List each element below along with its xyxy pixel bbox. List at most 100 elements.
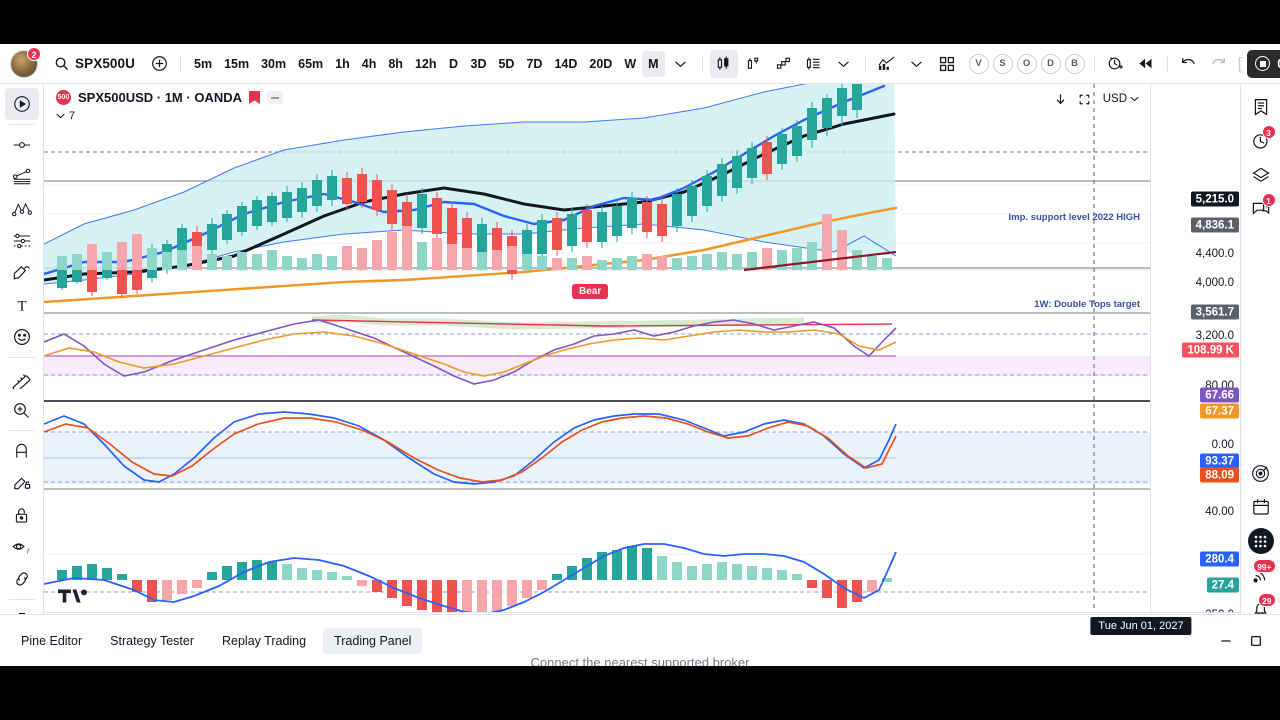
panel-tab-trading-panel[interactable]: Trading Panel bbox=[323, 627, 423, 654]
symbol-search-button[interactable]: SPX500U bbox=[46, 50, 143, 78]
price-axis-value-tag: 4,836.1 bbox=[1190, 217, 1239, 233]
timeframe-button-5d[interactable]: 5D bbox=[498, 56, 515, 71]
timeframe-button-4h[interactable]: 4h bbox=[361, 56, 377, 71]
add-symbol-button[interactable] bbox=[145, 50, 173, 78]
lock-icon[interactable] bbox=[5, 499, 39, 531]
timeframe-group: 5m 15m 30m 65m 1h 4h 8h 12h D 3D 5D 7D 14D 20D W M bbox=[188, 50, 665, 77]
indicators-icon bbox=[877, 55, 896, 72]
ideas-compass-icon[interactable] bbox=[1245, 456, 1277, 490]
minimize-panel-button[interactable] bbox=[1212, 627, 1240, 655]
timeframe-button-7d[interactable]: 7D bbox=[526, 56, 543, 71]
timeframe-button-3d[interactable]: 3D bbox=[470, 56, 487, 71]
magnet-icon[interactable] bbox=[5, 435, 39, 467]
layout-button-s[interactable]: S bbox=[992, 53, 1013, 74]
gann-box-icon[interactable] bbox=[5, 225, 39, 257]
toolbar-divider bbox=[180, 54, 181, 73]
timeframe-button-m[interactable]: M bbox=[642, 50, 665, 77]
bracket-glyph: [ bbox=[1237, 53, 1243, 73]
text-icon[interactable]: T bbox=[5, 289, 39, 321]
timeframe-button-d[interactable]: D bbox=[448, 56, 459, 71]
chevron-down-icon bbox=[1130, 96, 1139, 102]
price-axis-label: 0.00 bbox=[1211, 439, 1234, 451]
legend-collapse-icon[interactable] bbox=[266, 91, 283, 104]
search-icon bbox=[54, 56, 69, 71]
svg-text:T: T bbox=[17, 299, 26, 315]
chart-type-more-button[interactable] bbox=[830, 50, 858, 78]
price-axis-value-tag: 93.37 bbox=[1200, 453, 1239, 469]
link-icon[interactable] bbox=[5, 563, 39, 595]
drawing-mode-icon[interactable] bbox=[5, 467, 39, 499]
avatar-badge: 2 bbox=[27, 46, 41, 61]
trend-line-icon[interactable] bbox=[5, 129, 39, 161]
candlestick-icon bbox=[715, 55, 732, 72]
zoom-in-icon[interactable] bbox=[5, 394, 39, 426]
calendar-icon[interactable] bbox=[1245, 490, 1277, 524]
chart-type-bars-button[interactable] bbox=[740, 50, 768, 78]
maximize-panel-button[interactable] bbox=[1242, 627, 1270, 655]
reset-chart-button[interactable] bbox=[1074, 88, 1096, 110]
toolbar-divider-4 bbox=[1093, 54, 1095, 73]
emoji-icon[interactable] bbox=[5, 321, 39, 353]
timeframe-button-14d[interactable]: 14D bbox=[554, 56, 578, 71]
undo-button[interactable] bbox=[1175, 50, 1203, 78]
indicators-button[interactable] bbox=[873, 50, 901, 78]
bollinger-band-fill bbox=[44, 84, 896, 284]
scroll-to-realtime-button[interactable] bbox=[1050, 88, 1072, 110]
user-avatar[interactable]: 2 bbox=[10, 46, 41, 78]
timeframe-button-15m[interactable]: 15m bbox=[224, 56, 250, 71]
chevron-down-icon bbox=[675, 60, 686, 68]
apps-grid-icon[interactable] bbox=[1245, 524, 1277, 558]
chart-legend-title: SPX500USD · 1M · OANDA bbox=[78, 90, 242, 105]
layers-icon[interactable] bbox=[1245, 158, 1277, 192]
alert-button[interactable] bbox=[1102, 50, 1130, 78]
panel-tab-strategy-tester[interactable]: Strategy Tester bbox=[110, 633, 194, 648]
chart-type-renko-button[interactable] bbox=[770, 50, 798, 78]
redo-button[interactable] bbox=[1205, 50, 1233, 78]
stop-recording-button[interactable]: 06:25 bbox=[1247, 49, 1280, 78]
replay-button[interactable] bbox=[1132, 50, 1160, 78]
layouts-button[interactable] bbox=[933, 50, 961, 78]
timeframe-button-65m[interactable]: 65m bbox=[298, 56, 324, 71]
broadcast-icon[interactable]: 99+ bbox=[1245, 558, 1277, 592]
layout-button-o[interactable]: O bbox=[1016, 53, 1037, 74]
chart-type-list-button[interactable] bbox=[800, 50, 828, 78]
panel-tab-pine-editor[interactable]: Pine Editor bbox=[21, 633, 83, 648]
bottom-panel: Pine Editor Strategy Tester Replay Trading… bbox=[0, 614, 1280, 666]
brush-icon[interactable] bbox=[5, 257, 39, 289]
chart-quick-controls: USD bbox=[1050, 88, 1144, 110]
timeframe-button-30m[interactable]: 30m bbox=[261, 56, 287, 71]
cursor-cross-icon[interactable] bbox=[4, 88, 39, 120]
annotation-target-label: 1W: Double Tops target bbox=[1034, 299, 1140, 310]
indicator-count-row[interactable]: 7 bbox=[56, 110, 75, 122]
hide-drawings-icon[interactable]: ƒ bbox=[5, 531, 39, 563]
timeframe-button-5m[interactable]: 5m bbox=[194, 56, 213, 71]
timeframe-button-w[interactable]: W bbox=[624, 56, 637, 71]
panel-tab-replay-trading[interactable]: Replay Trading bbox=[222, 633, 307, 648]
watchlist-icon[interactable] bbox=[1245, 90, 1277, 124]
price-scale[interactable]: 4,400.04,000.03,200.080.000.0040.00-250.… bbox=[1150, 84, 1240, 621]
symbol-badge-icon: 500 bbox=[56, 90, 71, 105]
timeframe-button-8h[interactable]: 8h bbox=[388, 56, 403, 71]
flag-icon bbox=[248, 91, 260, 104]
price-axis-label: 4,000.0 bbox=[1195, 277, 1234, 289]
pitchfork-icon[interactable] bbox=[5, 193, 39, 225]
indicators-more-button[interactable] bbox=[903, 50, 931, 78]
notifications-bell-icon[interactable]: 29 bbox=[1245, 592, 1277, 626]
layout-button-v[interactable]: V bbox=[968, 53, 989, 74]
timeframe-button-20d[interactable]: 20D bbox=[589, 56, 613, 71]
layout-button-d[interactable]: D bbox=[1040, 53, 1061, 74]
chart-plot[interactable]: Imp. support level 2022 HIGH 1W: Double … bbox=[44, 84, 1150, 612]
chart-area[interactable]: 500 SPX500USD · 1M · OANDA 7 bbox=[44, 84, 1240, 666]
fib-retracement-icon[interactable] bbox=[5, 161, 39, 193]
measure-ruler-icon[interactable] bbox=[5, 362, 39, 394]
plus-circle-icon bbox=[151, 55, 168, 72]
chart-type-candles-button[interactable] bbox=[709, 49, 738, 78]
alerts-clock-icon[interactable]: 3 bbox=[1245, 124, 1277, 158]
timeframe-more-button[interactable] bbox=[667, 50, 695, 78]
timeframe-button-12h[interactable]: 12h bbox=[414, 56, 437, 71]
chat-icon[interactable]: 1 bbox=[1245, 192, 1277, 226]
currency-selector[interactable]: USD bbox=[1098, 88, 1144, 110]
layout-button-b[interactable]: B bbox=[1064, 53, 1085, 74]
timeframe-button-1h[interactable]: 1h bbox=[335, 56, 350, 71]
bottom-panel-tabs: Pine Editor Strategy Tester Replay Trading… bbox=[10, 627, 428, 654]
